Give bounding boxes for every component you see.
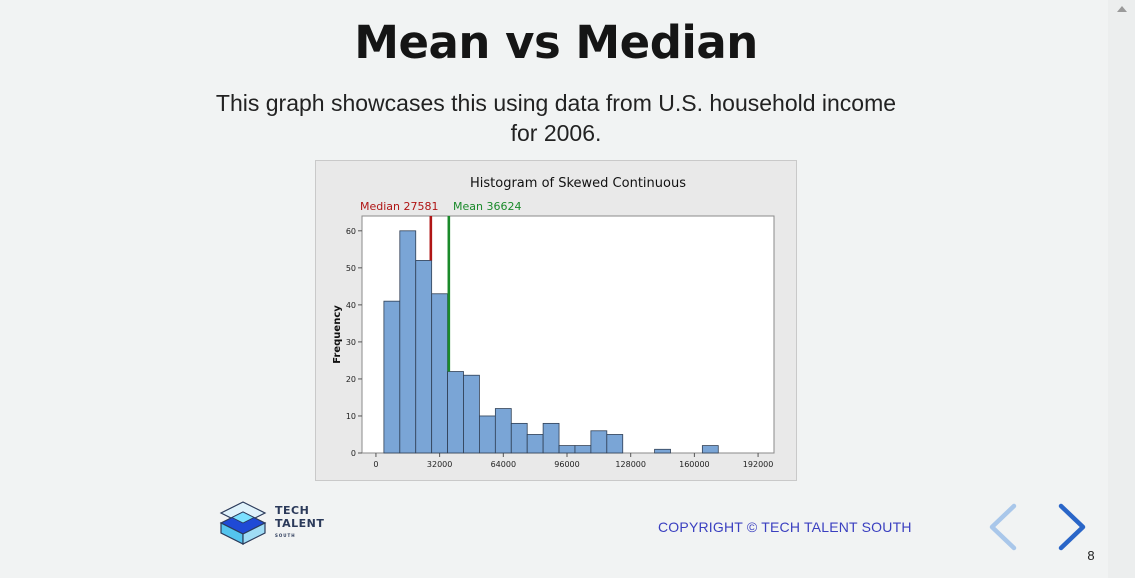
x-tick-label: 64000 xyxy=(491,460,516,469)
histogram-bar xyxy=(399,230,417,454)
histogram-bar xyxy=(606,434,624,454)
histogram-bar xyxy=(526,434,544,454)
x-tick-label: 128000 xyxy=(615,460,646,469)
y-tick-label: 0 xyxy=(351,449,356,458)
logo-line-south: SOUTH xyxy=(275,533,296,538)
y-axis-label: Frequency xyxy=(332,305,343,364)
slide-title: Mean vs Median xyxy=(354,16,758,69)
slide-subtitle: This graph showcases this using data fro… xyxy=(215,90,897,146)
histogram-bar xyxy=(431,293,448,454)
x-tick-label: 160000 xyxy=(679,460,710,469)
median-label: Median 27581 xyxy=(360,200,439,213)
y-tick-label: 10 xyxy=(346,412,356,421)
chart-title: Histogram of Skewed Continuous xyxy=(470,176,686,191)
y-tick-label: 50 xyxy=(346,264,356,273)
histogram-bar xyxy=(542,422,560,454)
histogram-bar xyxy=(654,448,671,454)
histogram-bar xyxy=(383,300,401,454)
logo-line-tech: TECH xyxy=(275,504,310,517)
y-tick-label: 60 xyxy=(346,227,356,236)
histogram-bar xyxy=(558,445,576,454)
histogram-bar xyxy=(463,374,480,454)
mean-label: Mean 36624 xyxy=(453,200,521,213)
chevron-left-icon xyxy=(989,503,1017,551)
histogram-bar xyxy=(494,408,512,454)
tech-talent-south-logo: TECH TALENT SOUTH xyxy=(218,500,328,546)
vertical-scrollbar[interactable] xyxy=(1108,0,1135,578)
histogram-bar xyxy=(447,371,464,454)
histogram-bar xyxy=(701,445,719,454)
chevron-right-icon xyxy=(1058,503,1086,551)
histogram-svg: Histogram of Skewed Continuous Frequency 0… xyxy=(332,176,775,469)
slide: Mean vs Median This graph showcases this… xyxy=(215,16,1095,563)
x-tick-label: 0 xyxy=(373,460,378,469)
copyright-text: COPYRIGHT © TECH TALENT SOUTH xyxy=(658,519,912,535)
histogram-bar xyxy=(479,415,496,454)
histogram-bar xyxy=(510,422,528,454)
logo-text: TECH TALENT xyxy=(275,504,324,530)
page-number: 8 xyxy=(1087,548,1095,563)
x-tick-label: 192000 xyxy=(743,460,774,469)
scroll-up-arrow-icon[interactable] xyxy=(1117,6,1127,12)
logo-line-talent: TALENT xyxy=(275,517,325,530)
y-tick-label: 20 xyxy=(346,375,356,384)
histogram-bar xyxy=(574,445,592,454)
x-tick-label: 96000 xyxy=(554,460,579,469)
histogram-bar xyxy=(415,260,433,454)
y-tick-label: 40 xyxy=(346,301,356,310)
histogram-bar xyxy=(590,430,608,454)
next-slide-button[interactable] xyxy=(1054,502,1090,552)
x-tick-label: 32000 xyxy=(427,460,452,469)
y-tick-label: 30 xyxy=(346,338,356,347)
stacked-diamond-logo-icon xyxy=(219,501,267,545)
histogram-chart: Histogram of Skewed Continuous Frequency 0… xyxy=(315,160,797,481)
previous-slide-button[interactable] xyxy=(984,502,1020,552)
